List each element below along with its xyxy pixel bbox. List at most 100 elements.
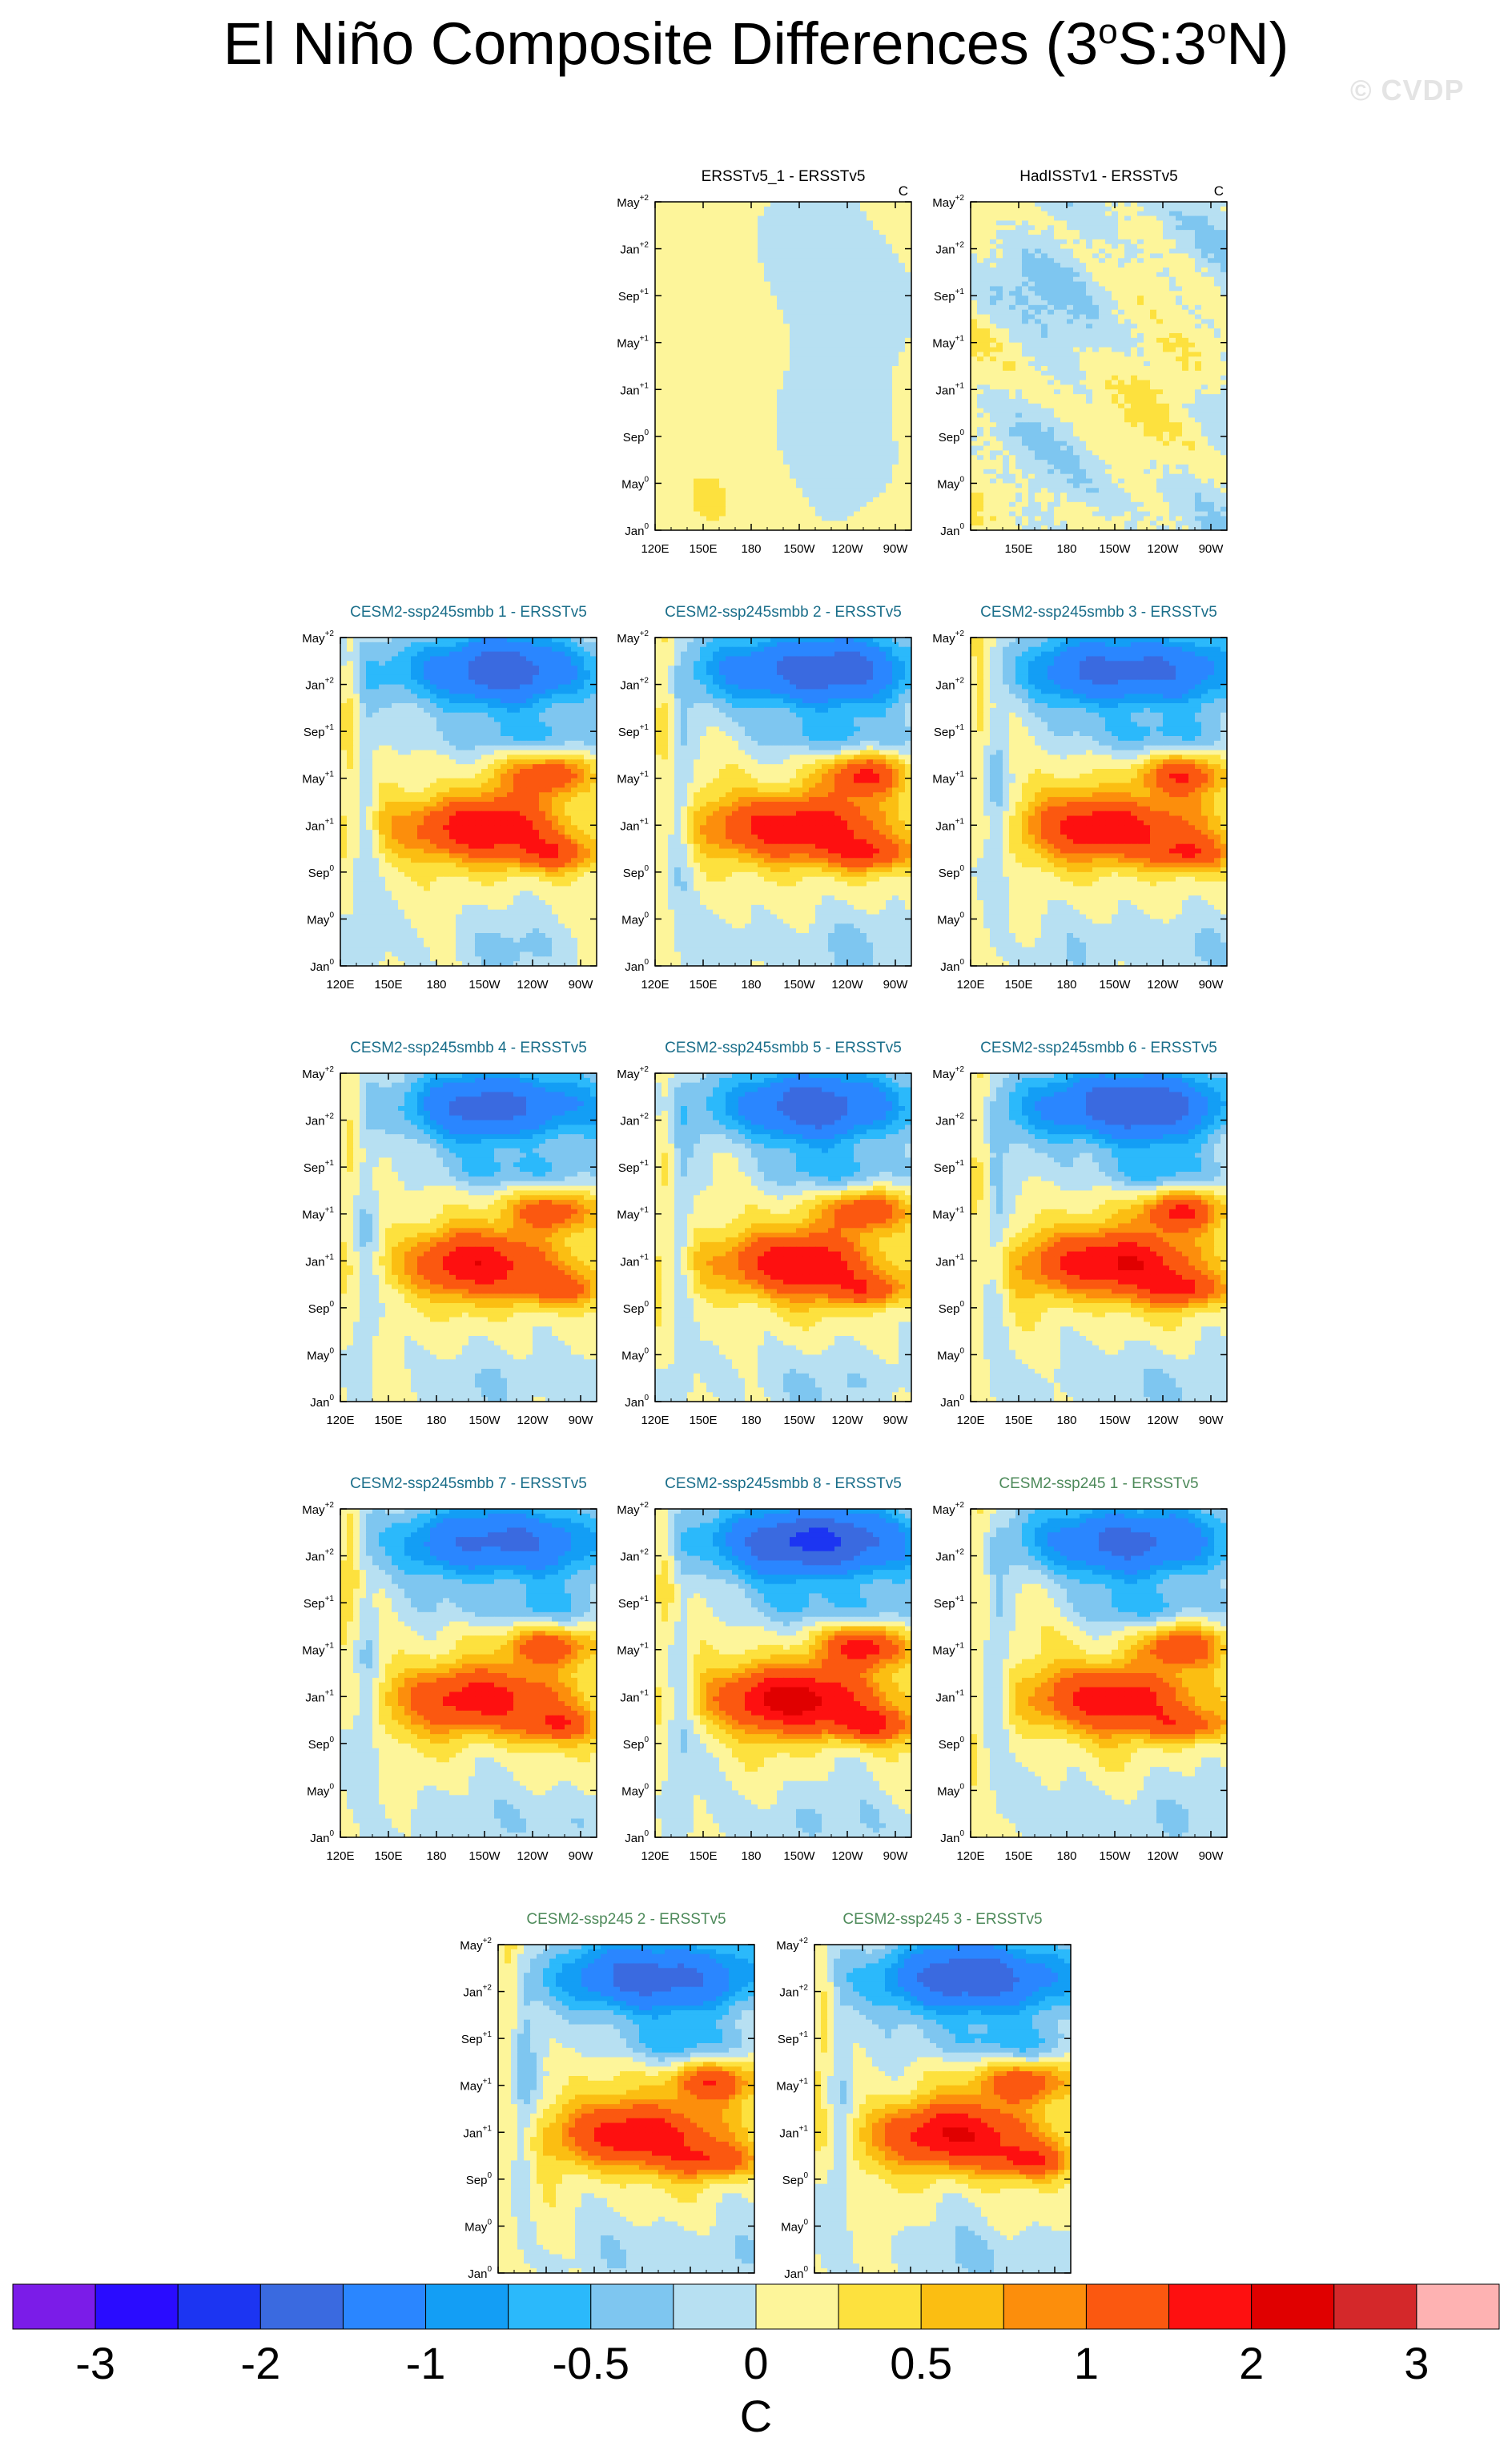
field-cell [668, 352, 675, 357]
field-cell [971, 324, 978, 329]
field-cell [1150, 347, 1157, 353]
field-cell [713, 516, 720, 521]
field-cell [977, 202, 984, 207]
field-cell [983, 206, 991, 212]
field-cell [796, 220, 803, 226]
field-cell [1195, 263, 1202, 268]
field-cell [1195, 417, 1202, 423]
field-cell [841, 235, 848, 240]
field-cell [1105, 220, 1112, 226]
field-cell [1169, 211, 1176, 217]
field-cell [790, 384, 797, 390]
field-cell [700, 235, 707, 240]
field-cell [1048, 422, 1055, 428]
field-cell [899, 235, 906, 240]
field-cell [892, 506, 899, 513]
field-cell [977, 300, 984, 306]
field-cell [706, 399, 714, 404]
field-cell [777, 220, 784, 226]
field-cell [758, 465, 765, 470]
field-cell [719, 506, 726, 513]
field-cell [1041, 408, 1048, 414]
field-cell [990, 243, 997, 250]
field-cell [822, 309, 829, 316]
field-cell [751, 215, 758, 222]
field-cell [745, 493, 752, 498]
field-cell [790, 483, 797, 489]
field-cell [847, 291, 855, 296]
field-cell [694, 516, 701, 521]
field-cell [1009, 432, 1016, 437]
field-cell [892, 248, 899, 255]
field-cell [822, 211, 829, 217]
field-cell [1176, 258, 1183, 264]
field-cell [802, 253, 810, 259]
field-cell [1035, 286, 1042, 292]
field-cell [854, 436, 861, 442]
field-cell [990, 314, 997, 320]
field-cell [770, 268, 778, 273]
field-cell [732, 432, 739, 437]
field-cell [726, 309, 733, 316]
field-cell [662, 408, 669, 414]
field-cell [1144, 333, 1151, 339]
field-cell [802, 202, 810, 207]
field-cell [1003, 230, 1010, 235]
field-cell [1169, 403, 1176, 409]
field-cell [1144, 304, 1151, 311]
field-cell [899, 501, 906, 508]
field-cell [1156, 230, 1164, 235]
field-cell [1105, 235, 1112, 240]
field-cell [745, 394, 752, 400]
field-cell [713, 347, 720, 353]
field-cell [668, 455, 675, 461]
field-cell [732, 380, 739, 386]
field-cell [1041, 370, 1048, 376]
field-cell [1028, 291, 1035, 296]
field-cell [1144, 268, 1151, 273]
field-cell [822, 432, 829, 437]
field-cell [815, 389, 822, 395]
field-cell [977, 384, 984, 390]
field-cell [1208, 337, 1215, 344]
field-cell [892, 309, 899, 316]
field-cell [732, 211, 739, 217]
field-cell [1112, 337, 1119, 344]
field-cell [662, 450, 669, 456]
field-cell [1022, 366, 1029, 372]
field-cell [783, 206, 790, 212]
field-cell [726, 445, 733, 452]
field-cell [1214, 319, 1221, 324]
field-cell [713, 478, 720, 485]
field-cell [726, 202, 733, 207]
field-cell [1080, 309, 1087, 316]
field-cell [1118, 403, 1125, 409]
field-cell [1201, 239, 1208, 245]
field-cell [764, 506, 771, 513]
field-cell [886, 417, 893, 423]
field-cell [879, 309, 887, 316]
field-cell [1003, 276, 1010, 283]
field-cell [694, 493, 701, 498]
field-cell [764, 319, 771, 324]
field-cell [1009, 300, 1016, 306]
field-cell [809, 417, 816, 423]
field-cell [751, 304, 758, 311]
field-cell [726, 511, 733, 517]
field-cell [1009, 333, 1016, 339]
field-cell [1035, 375, 1042, 381]
field-cell [713, 432, 720, 437]
field-cell [990, 202, 997, 207]
field-cell [745, 422, 752, 428]
field-cell [719, 473, 726, 480]
field-cell [905, 211, 911, 217]
field-cell [1099, 356, 1106, 362]
field-cell [706, 427, 714, 432]
field-cell [1067, 370, 1074, 376]
field-cell [732, 235, 739, 240]
field-cell [790, 324, 797, 329]
field-cell [1176, 408, 1183, 414]
field-cell [1188, 314, 1196, 320]
field-cell [1048, 225, 1055, 231]
field-cell [777, 422, 784, 428]
